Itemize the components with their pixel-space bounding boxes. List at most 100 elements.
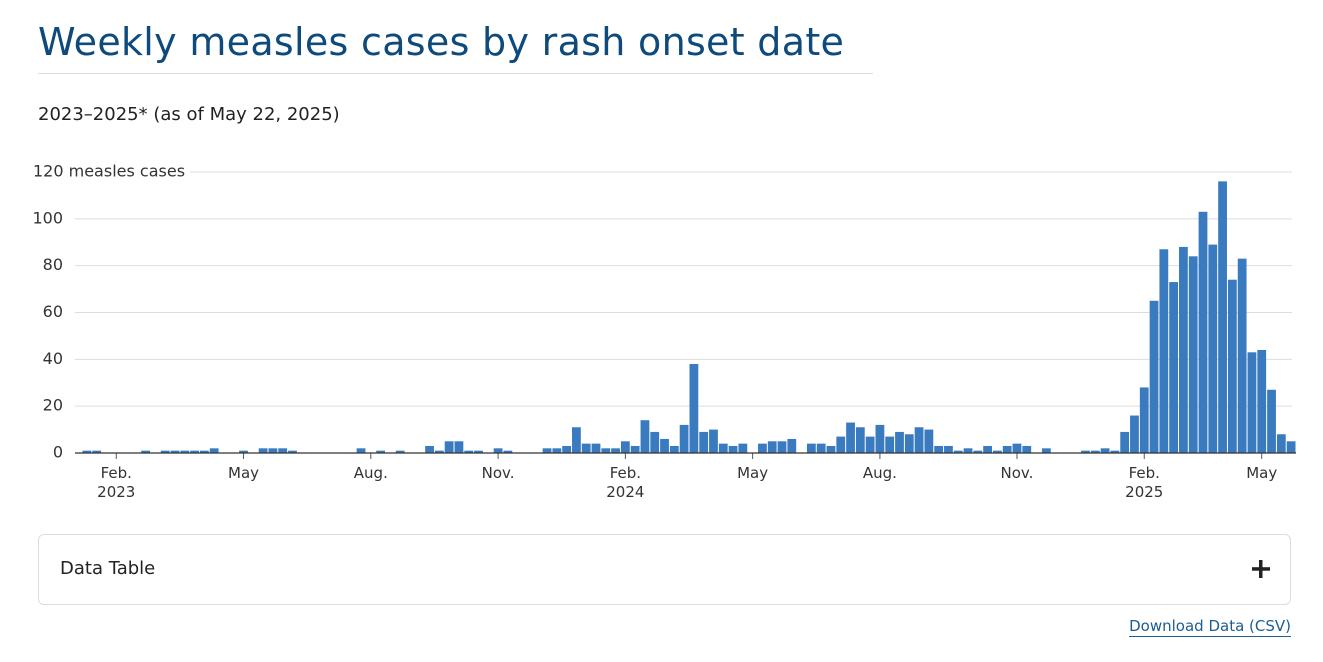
bar: [356, 448, 366, 453]
bar: [816, 443, 826, 453]
bar: [963, 448, 973, 453]
y-tick-label: 0: [53, 443, 63, 462]
bar: [493, 448, 503, 453]
bar: [552, 448, 562, 453]
bar: [1110, 450, 1120, 453]
bar: [806, 443, 816, 453]
bar: [630, 445, 640, 453]
bar: [934, 445, 944, 453]
bar: [1276, 434, 1286, 453]
x-tick-label: Feb. 2025: [1125, 464, 1164, 501]
bar: [581, 443, 591, 453]
bar: [953, 450, 963, 453]
bar: [454, 441, 464, 453]
y-tick-label: 120 measles cases: [33, 162, 185, 181]
bar: [572, 427, 581, 453]
bar: [503, 450, 513, 453]
y-tick-label: 40: [43, 349, 63, 368]
x-tick-label: Feb. 2024: [606, 464, 645, 501]
bar: [258, 448, 268, 453]
bar: [669, 445, 679, 453]
bar: [944, 445, 953, 453]
bar: [826, 445, 836, 453]
bar: [836, 436, 846, 453]
x-tick-label: May: [737, 464, 769, 482]
bar: [268, 448, 278, 453]
bar: [288, 450, 297, 453]
bar: [1090, 450, 1100, 453]
bar: [542, 448, 552, 453]
bar: [1218, 181, 1227, 453]
bar: [1257, 349, 1267, 453]
bar: [973, 450, 983, 453]
bar: [82, 450, 92, 453]
bar: [434, 450, 444, 453]
bar: [1012, 443, 1022, 453]
bar: [444, 441, 454, 453]
bar: [278, 448, 288, 453]
bar: [160, 450, 170, 453]
bar: [983, 445, 992, 453]
bar: [1247, 352, 1257, 453]
bar: [924, 429, 934, 453]
download-link[interactable]: Download Data (CSV): [1129, 617, 1291, 637]
bar: [1081, 450, 1090, 453]
bar: [885, 436, 895, 453]
bar: [650, 431, 660, 453]
bar: [767, 441, 777, 453]
bar: [170, 450, 180, 453]
data-table-label: Data Table: [60, 558, 156, 579]
bar: [1159, 249, 1169, 453]
chart-subtitle: 2023–2025* (as of May 22, 2025): [38, 104, 340, 125]
bar: [699, 431, 709, 453]
bar: [855, 427, 865, 453]
bar: [709, 429, 718, 453]
x-tick-label: Aug.: [862, 464, 897, 482]
data-table-toggle[interactable]: Data Table: [38, 534, 1291, 605]
y-tick-label: 20: [43, 396, 63, 415]
bar: [1198, 211, 1208, 453]
bar: [1179, 246, 1188, 453]
x-tick-label: May: [1246, 464, 1278, 482]
bar: [689, 364, 699, 453]
bar: [1041, 448, 1051, 453]
chart: 0 20 40 60 80 100 120 measles cases: [32, 162, 1296, 462]
bar: [895, 431, 904, 453]
bar: [875, 424, 885, 453]
bar: [199, 450, 209, 453]
bar: [425, 445, 434, 453]
bar: [1188, 256, 1198, 453]
bar: [718, 443, 728, 453]
bar: [846, 422, 855, 453]
bar: [395, 450, 405, 453]
bar: [190, 450, 199, 453]
bar: [474, 450, 483, 453]
bar: [209, 448, 219, 453]
y-tick-label: 60: [43, 302, 63, 321]
bar: [591, 443, 601, 453]
x-tick-label: Feb. 2023: [97, 464, 136, 501]
bar: [1002, 445, 1012, 453]
chart-title: Weekly measles cases by rash onset date: [38, 20, 845, 64]
y-tick-label: 80: [43, 255, 63, 274]
bar: [679, 424, 689, 453]
bar: [728, 445, 738, 453]
y-tick-label: 100: [32, 208, 63, 227]
bar: [92, 450, 102, 453]
bar: [865, 436, 875, 453]
bar: [1227, 279, 1237, 453]
x-tick-label: May: [228, 464, 260, 482]
bar: [1139, 387, 1149, 453]
bar: [141, 450, 151, 453]
bar: [562, 445, 572, 453]
bar: [904, 434, 914, 453]
bar: [1100, 448, 1110, 453]
bar: [758, 443, 767, 453]
x-tick-label: Aug.: [353, 464, 388, 482]
bar: [993, 450, 1002, 453]
bar: [1149, 300, 1159, 453]
x-tick-label: Nov.: [1000, 464, 1034, 482]
expand-icon: [1252, 560, 1270, 578]
bar: [601, 448, 611, 453]
